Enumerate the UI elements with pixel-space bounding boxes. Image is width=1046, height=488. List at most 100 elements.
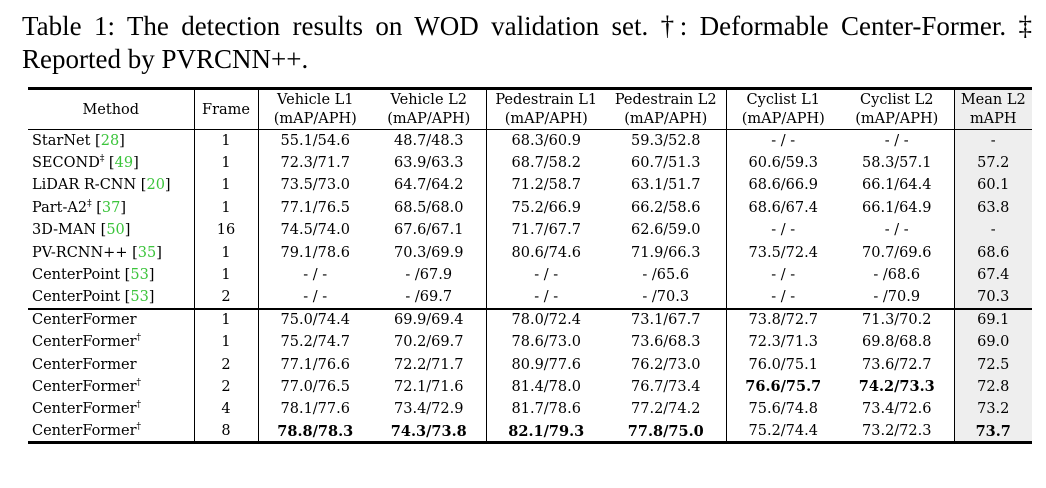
cell-p1: 75.2/66.9 — [485, 196, 606, 220]
header-sub: (mAP/APH) — [257, 109, 372, 130]
cell-c1: 76.0/75.1 — [725, 353, 840, 376]
method-name: CenterFormer — [32, 356, 137, 373]
cell-mean: 73.2 — [953, 398, 1032, 421]
method-footnote-mark: † — [136, 400, 142, 411]
cell-p2: 76.2/73.0 — [631, 356, 701, 373]
table-row: PV-RCNN++ [35] 1 79.1/78.6 70.3/69.9 80.6/74… — [28, 241, 1032, 264]
header-cyc-l1: Cyclist L1 — [725, 88, 840, 110]
table-row: 3D-MAN [50] 16 74.5/74.0 67.6/67.1 71.7/67.7… — [28, 219, 1032, 242]
cell-p1: - / - — [485, 286, 606, 309]
cell-c2: 66.1/64.4 — [862, 177, 932, 194]
table-row: CenterFormer† 4 78.1/77.6 73.4/72.9 81.7/78.… — [28, 398, 1032, 421]
cell-c2: 66.1/64.9 — [862, 199, 932, 216]
cell-v2: 70.2/69.7 — [394, 334, 464, 351]
cell-p2: 73.1/67.7 — [606, 307, 726, 332]
cell-c2: 73.6/72.7 — [862, 356, 932, 373]
cell-mean: 60.1 — [953, 174, 1032, 197]
cell-v2: 72.1/71.6 — [394, 378, 464, 395]
citation-link[interactable]: 35 — [137, 244, 157, 261]
cell-mean: 68.6 — [953, 241, 1032, 264]
cell-v2: 63.9/63.3 — [394, 155, 464, 172]
table-row: CenterPoint [53] 1- / -- /67.9- / -- /65.… — [28, 263, 1032, 287]
cell-v2: 68.5/68.0 — [394, 199, 464, 216]
cell-v2: 72.2/71.7 — [394, 356, 464, 373]
cell-method: CenterFormer† — [28, 421, 194, 443]
cell-c1: 73.8/72.7 — [725, 307, 840, 332]
cell-v1: 78.1/77.6 — [257, 398, 372, 421]
table-row: CenterFormer 1 75.0/74.4 69.9/69.4 78.0/72.4… — [28, 307, 1032, 332]
cell-mean: 70.3 — [953, 286, 1032, 309]
cell-c1: - / - — [725, 263, 840, 287]
method-name: CenterFormer — [32, 334, 137, 351]
cell-frame: 1 — [193, 263, 258, 287]
method-name: LiDAR R-CNN — [32, 177, 137, 194]
cell-p2: 77.8/75.0 — [627, 422, 704, 440]
method-name: CenterFormer — [32, 378, 137, 395]
header-ped-l1: Pedestrain L1 — [485, 88, 606, 110]
cell-mean: 69.0 — [953, 331, 1032, 354]
cell-p2: - /65.6 — [642, 267, 690, 284]
cell-frame: 1 — [193, 174, 258, 197]
cell-c1: 60.6/59.3 — [725, 151, 840, 175]
citation-link[interactable]: 28 — [100, 132, 120, 149]
cell-p1: 68.7/58.2 — [485, 151, 606, 175]
cell-v2: 73.4/72.9 — [394, 401, 464, 418]
cell-p2: 63.1/51.7 — [631, 177, 701, 194]
cell-v1: 77.0/76.5 — [257, 375, 372, 399]
cell-c2: 69.8/68.8 — [862, 334, 932, 351]
cell-v1: 75.2/74.7 — [257, 331, 372, 354]
cell-v2: - /67.9 — [405, 267, 453, 284]
cell-p1: 68.3/60.9 — [485, 128, 606, 152]
cell-v1: 79.1/78.6 — [257, 241, 372, 264]
citation-link[interactable]: 53 — [130, 267, 149, 284]
table-row: CenterFormer† 1 75.2/74.7 70.2/69.7 78.6/73.… — [28, 331, 1032, 354]
method-name: Part-A2 — [32, 199, 88, 216]
results-table: Method Frame Vehicle L1 Vehicle L2 Pedes… — [28, 87, 1032, 444]
header-row-2: (mAP/APH) (mAP/APH) (mAP/APH) (mAP/APH) … — [28, 109, 1032, 130]
method-name: CenterPoint — [32, 288, 121, 305]
cell-method: StarNet [28] — [28, 128, 194, 152]
cell-p2: 66.2/58.6 — [631, 199, 701, 216]
cell-v1: - / - — [257, 263, 372, 287]
citation-link[interactable]: 37 — [101, 199, 121, 216]
cell-p2: 76.7/73.4 — [631, 378, 701, 395]
citation-link[interactable]: 53 — [130, 288, 149, 305]
header-sub: (mAP/APH) — [387, 111, 471, 128]
cell-v1: 73.5/73.0 — [257, 174, 372, 197]
cell-v1: 72.3/71.7 — [257, 151, 372, 175]
cell-method: SECOND‡ [49] — [32, 154, 139, 172]
citation-link[interactable]: 20 — [146, 177, 165, 194]
cell-mean: 72.5 — [953, 353, 1032, 376]
header-row-1: Method Frame Vehicle L1 Vehicle L2 Pedes… — [28, 88, 1032, 130]
cell-p1: 80.9/77.6 — [485, 353, 606, 376]
cell-p1: 78.0/72.4 — [485, 307, 606, 332]
cell-v1: 55.1/54.6 — [257, 128, 372, 152]
cell-v1: 75.0/74.4 — [257, 307, 372, 332]
header-vehicle-l2: Vehicle L2 — [390, 91, 467, 108]
cell-v1: 77.1/76.6 — [257, 353, 372, 376]
header-sub: (mAP/APH) — [485, 109, 606, 130]
method-name: 3D-MAN — [32, 222, 97, 239]
cell-frame: 2 — [193, 375, 258, 399]
cell-v2: 70.3/69.9 — [394, 244, 464, 261]
header-cyc-l2: Cyclist L2 — [860, 91, 934, 108]
cell-c1: - / - — [725, 286, 840, 309]
cell-frame: 4 — [193, 398, 258, 421]
cell-v2: 64.7/64.2 — [394, 177, 464, 194]
method-footnote-mark: † — [136, 333, 142, 344]
table-row: CenterPoint [53] 2- / -- /69.7- / -- /70.… — [28, 286, 1032, 309]
header-method: Method — [82, 101, 140, 118]
cell-method: 3D-MAN [50] — [32, 222, 131, 239]
method-name: CenterPoint — [32, 267, 121, 284]
table-caption: Table 1: The detection results on WOD va… — [22, 11, 1032, 74]
cell-v2: - /69.7 — [405, 288, 453, 305]
cell-c1: 73.5/72.4 — [725, 241, 840, 264]
cell-frame: 1 — [193, 241, 258, 264]
method-name: StarNet — [32, 132, 91, 149]
cell-method: CenterPoint [53] — [32, 267, 155, 284]
table-row: CenterFormer† 8 78.8/78.3 74.3/73.8 82.1/79.… — [28, 420, 1032, 443]
cell-mean: - — [953, 128, 1032, 152]
cell-method: Part-A2‡ [37] — [32, 198, 127, 216]
citation-link[interactable]: 50 — [106, 222, 125, 239]
citation-link[interactable]: 49 — [114, 155, 134, 172]
